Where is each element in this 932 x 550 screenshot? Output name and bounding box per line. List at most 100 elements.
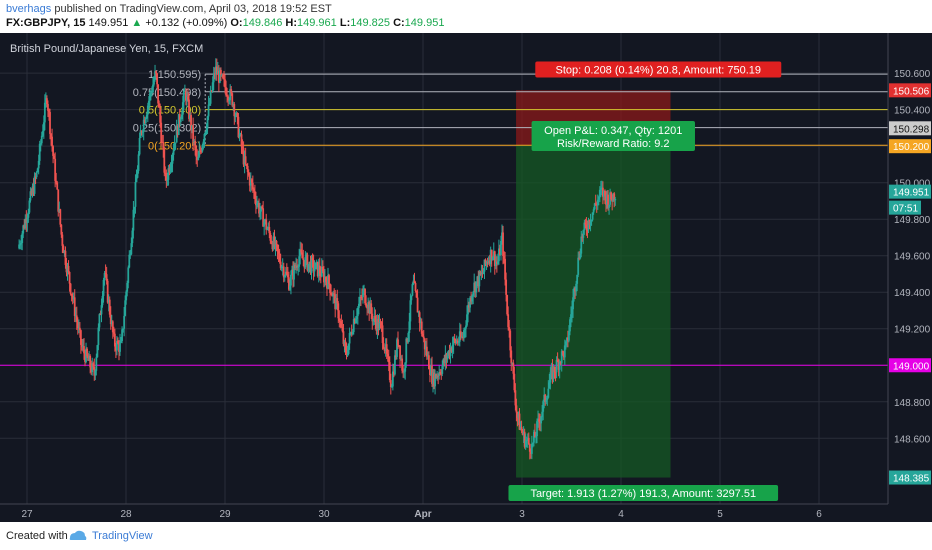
candle-body: [125, 291, 128, 301]
x-tick-label: 27: [21, 509, 33, 520]
candle-body: [228, 100, 231, 102]
candle-body: [482, 271, 485, 275]
countdown-label: 07:51: [893, 204, 918, 215]
candle-body: [92, 363, 95, 367]
candle-body: [102, 279, 105, 296]
candle-body: [403, 371, 406, 373]
price-label-box: [889, 83, 931, 98]
risk-reward-label: Risk/Reward Ratio: 9.2: [557, 138, 670, 150]
candle-body: [141, 131, 144, 133]
candle-body: [38, 143, 41, 161]
candle-body: [21, 233, 24, 244]
candle-body: [87, 356, 90, 361]
candle-body: [185, 91, 187, 101]
candle-body: [119, 342, 121, 352]
candle-body: [152, 84, 154, 92]
candle-body: [352, 319, 355, 333]
candle-body: [356, 307, 359, 317]
candle-body: [142, 119, 145, 132]
author-link[interactable]: bverhags: [6, 3, 52, 15]
candle-body: [44, 98, 47, 103]
candle-body: [232, 104, 235, 106]
candle-body: [294, 264, 296, 269]
candle-body: [246, 165, 249, 173]
candle-body: [549, 372, 552, 383]
candle-body: [520, 426, 523, 431]
candle-body: [218, 69, 221, 83]
candle-body: [135, 177, 138, 183]
candle-body: [110, 321, 113, 325]
candle-body: [568, 331, 570, 341]
candle-body: [296, 265, 299, 268]
candle-body: [284, 271, 287, 276]
candle-body: [395, 355, 397, 357]
candle-body: [334, 294, 337, 310]
candle-body: [36, 168, 39, 173]
candle-body: [297, 266, 300, 268]
candle-body: [570, 314, 572, 320]
candle-body: [214, 66, 217, 75]
candle-body: [100, 305, 103, 315]
candle-body: [320, 267, 323, 277]
tradingview-brand[interactable]: TradingView: [92, 530, 153, 542]
candle-body: [215, 66, 218, 75]
candle-body: [43, 102, 46, 123]
candle-body: [30, 191, 33, 195]
candle-body: [477, 276, 480, 287]
candle-body: [107, 299, 110, 303]
candle-body: [456, 340, 459, 343]
y-tick-label: 149.400: [894, 288, 931, 299]
candle-body: [312, 260, 315, 272]
candle-body: [91, 363, 94, 373]
candle-body: [535, 436, 537, 438]
candle-body: [322, 271, 325, 283]
price-chart[interactable]: 1(150.595) 0.75(150.498) 0.5(150.400) 0.25(…: [0, 33, 932, 522]
candle-body: [31, 186, 34, 195]
candle-body: [511, 362, 514, 364]
candle-body: [264, 219, 267, 222]
candle-body: [274, 241, 277, 247]
candle-body: [463, 330, 465, 338]
candle-body: [596, 199, 599, 206]
candle-body: [569, 319, 571, 332]
candle-body: [336, 298, 339, 304]
candle-body: [314, 262, 317, 270]
candle-body: [485, 261, 488, 265]
candle-body: [576, 274, 579, 284]
chart-area[interactable]: 1(150.595) 0.75(150.498) 0.5(150.400) 0.25(…: [0, 33, 932, 522]
candle-body: [106, 280, 109, 303]
candle-body: [230, 89, 233, 94]
candle-body: [472, 292, 475, 296]
candle-body: [201, 145, 204, 152]
candle-body: [360, 297, 362, 299]
candle-body: [614, 198, 617, 201]
candle-body: [341, 326, 344, 332]
candle-body: [531, 442, 534, 444]
candle-body: [236, 112, 239, 117]
candle-body: [578, 257, 581, 259]
candle-body: [97, 327, 100, 346]
candle-body: [483, 259, 486, 272]
candle-body: [217, 70, 220, 83]
candle-body: [268, 226, 271, 234]
candle-body: [148, 93, 151, 101]
candle-body: [200, 150, 203, 152]
candle-body: [330, 293, 332, 295]
candle-body: [67, 265, 70, 273]
candle-body: [22, 225, 25, 234]
candle-body: [434, 374, 436, 387]
candle-body: [165, 172, 168, 181]
candle-body: [554, 372, 557, 374]
candle-body: [308, 261, 311, 265]
candle-body: [163, 149, 166, 173]
candle-body: [202, 141, 205, 146]
close-label: C:: [393, 17, 405, 29]
candle-body: [546, 397, 549, 400]
candle-body: [241, 146, 244, 148]
candle-body: [260, 206, 262, 212]
candle-body: [398, 345, 400, 347]
candle-body: [139, 131, 142, 138]
candle-body: [190, 115, 192, 131]
candle-body: [62, 245, 65, 254]
candle-body: [213, 73, 216, 75]
